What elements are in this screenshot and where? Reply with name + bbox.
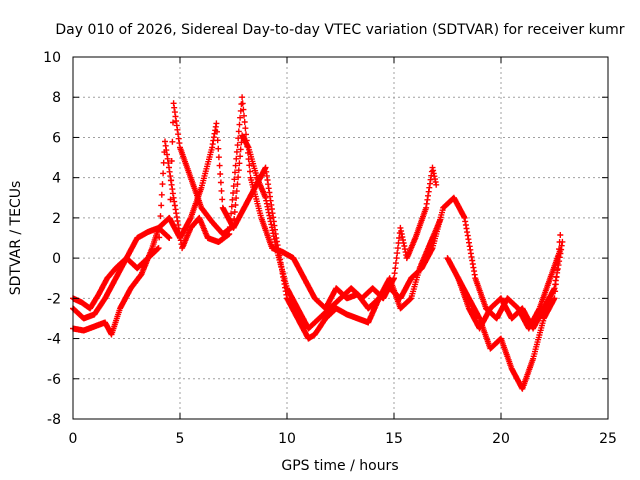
y-tick-label: -6 [47, 372, 61, 388]
y-tick-label: -4 [47, 332, 61, 348]
chart-title: Day 010 of 2026, Sidereal Day-to-day VTE… [55, 22, 624, 38]
x-tick-label: 25 [599, 431, 617, 447]
plot-frame [72, 56, 609, 420]
y-tick-label: -2 [47, 291, 61, 307]
y-tick-label: 8 [52, 90, 61, 106]
y-tick-label: 4 [52, 171, 61, 187]
series-markers [70, 94, 564, 332]
x-tick-label: 20 [492, 431, 510, 447]
y-tick-label: -8 [47, 412, 61, 428]
x-tick-label: 5 [176, 431, 185, 447]
y-tick-label: 10 [43, 50, 61, 66]
series-markers [70, 120, 444, 342]
series-track-b [70, 120, 444, 342]
x-axis-title: GPS time / hours [281, 458, 398, 474]
series-track-d [444, 232, 564, 392]
x-tick-label: 15 [385, 431, 403, 447]
series-track-e [455, 238, 566, 332]
y-tick-label: 0 [52, 251, 61, 267]
x-tick-label: 10 [278, 431, 296, 447]
series-markers [444, 232, 564, 392]
series-markers [455, 238, 566, 332]
y-axis-title: SDTVAR / TECUs [8, 181, 24, 296]
data-points [70, 94, 566, 392]
y-tick-label: 6 [52, 130, 61, 146]
x-tick-label: 0 [69, 431, 78, 447]
series-track-c [70, 94, 564, 332]
axis-ticks: 0 5 10 15 20 25 -8 -6 -4 -2 0 2 4 6 8 10 [43, 50, 617, 447]
y-tick-label: 2 [52, 211, 61, 227]
